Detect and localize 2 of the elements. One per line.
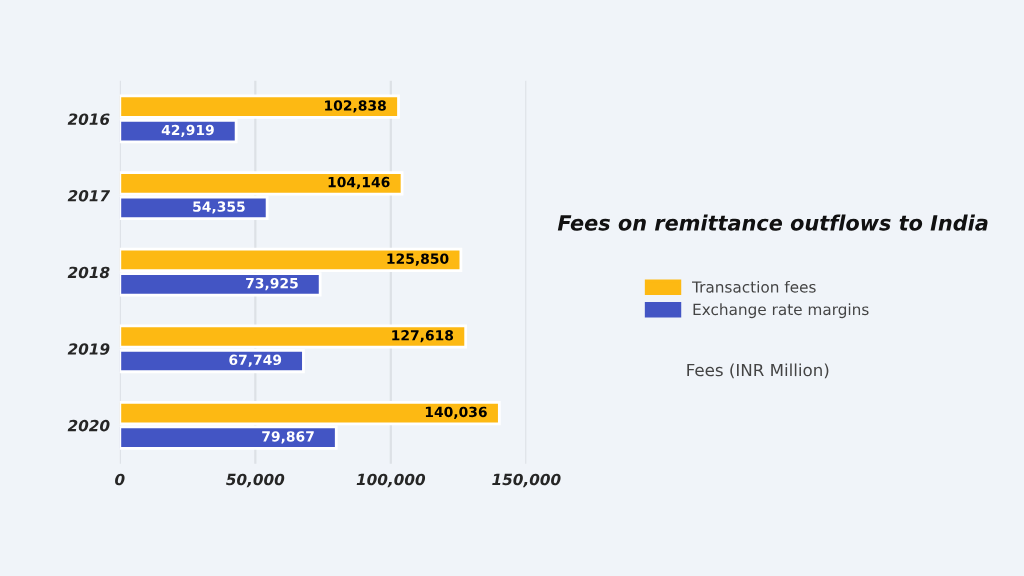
text: Fees (INR Million) [687, 363, 829, 379]
text: Fees on remittance outflows to India [557, 214, 988, 231]
